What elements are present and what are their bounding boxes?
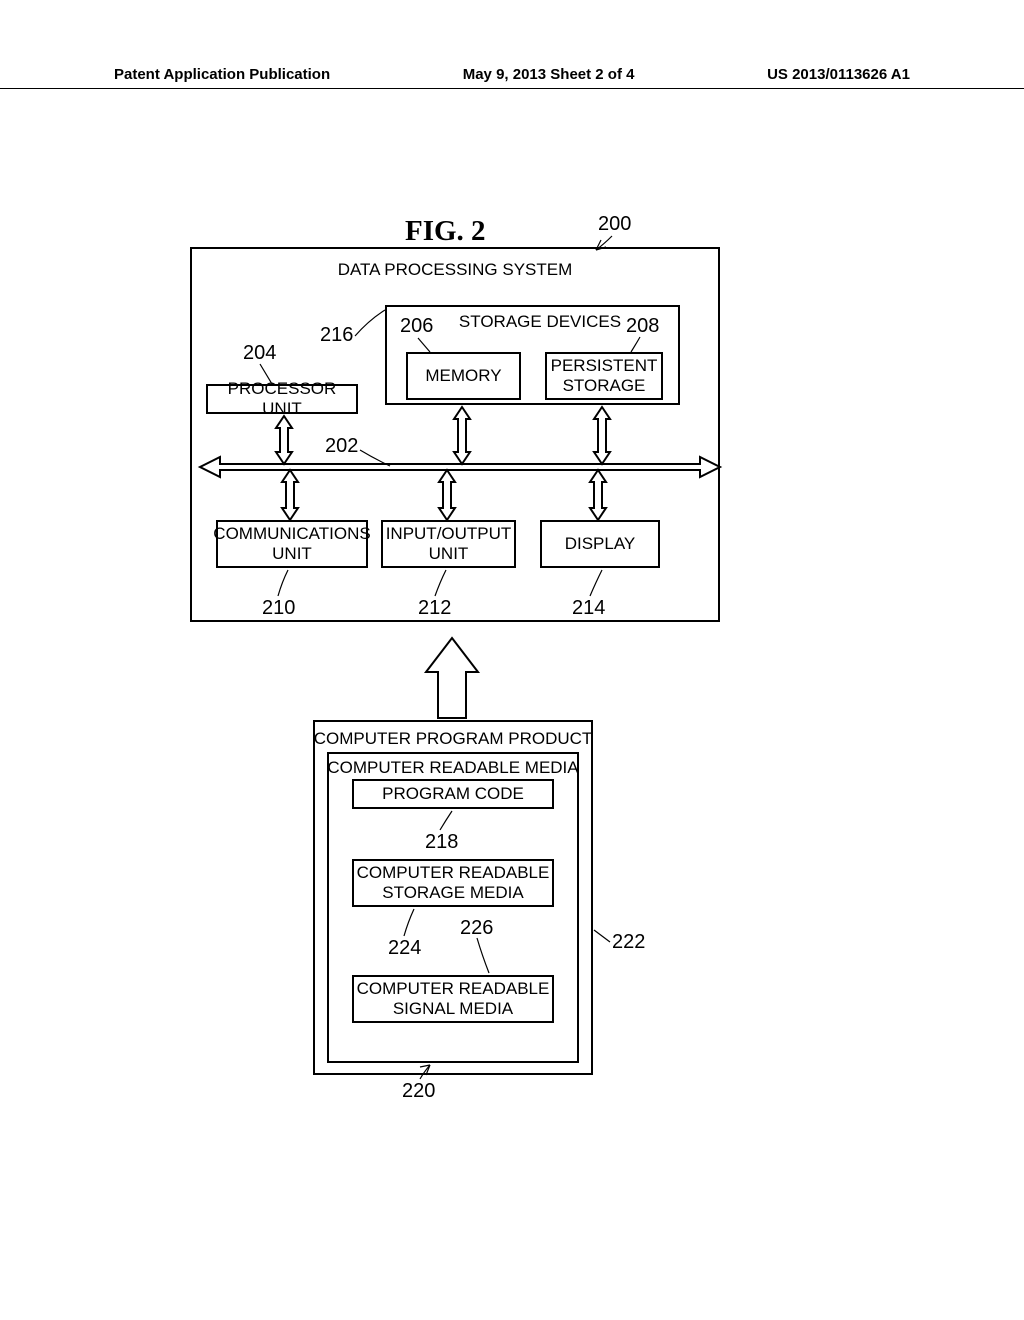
memory-box: MEMORY bbox=[406, 352, 521, 400]
ref-200: 200 bbox=[598, 213, 631, 236]
computer-program-product-title: COMPUTER PROGRAM PRODUCT bbox=[313, 729, 593, 749]
ref-220: 220 bbox=[402, 1080, 435, 1103]
ref-222: 222 bbox=[612, 931, 645, 954]
ref-204: 204 bbox=[243, 342, 276, 365]
leader-222 bbox=[594, 930, 610, 942]
ref-210: 210 bbox=[262, 597, 295, 620]
header-left: Patent Application Publication bbox=[110, 66, 334, 83]
program-code-box: PROGRAM CODE bbox=[352, 779, 554, 809]
io-unit-box: INPUT/OUTPUT UNIT bbox=[381, 520, 516, 568]
persistent-storage-box: PERSISTENT STORAGE bbox=[545, 352, 663, 400]
diagram-connectors bbox=[0, 0, 1024, 1320]
storage-devices-title: STORAGE DEVICES bbox=[430, 312, 650, 332]
ref-202: 202 bbox=[325, 435, 358, 458]
storage-media-box: COMPUTER READABLE STORAGE MEDIA bbox=[352, 859, 554, 907]
ref-206: 206 bbox=[400, 315, 433, 338]
signal-media-box: COMPUTER READABLE SIGNAL MEDIA bbox=[352, 975, 554, 1023]
ref-218: 218 bbox=[425, 831, 458, 854]
header-center: May 9, 2013 Sheet 2 of 4 bbox=[459, 66, 639, 83]
ref-214: 214 bbox=[572, 597, 605, 620]
ref-208: 208 bbox=[626, 315, 659, 338]
computer-readable-media-title: COMPUTER READABLE MEDIA bbox=[327, 758, 579, 778]
arrow-cpp-to-system bbox=[426, 638, 478, 718]
ref-226: 226 bbox=[460, 917, 493, 940]
header-right: US 2013/0113626 A1 bbox=[763, 66, 914, 83]
page-header: Patent Application Publication May 9, 20… bbox=[0, 88, 1024, 106]
communications-unit-box: COMMUNICATIONS UNIT bbox=[216, 520, 368, 568]
ref-216: 216 bbox=[320, 324, 353, 347]
data-processing-system-title: DATA PROCESSING SYSTEM bbox=[190, 260, 720, 280]
processor-unit-box: PROCESSOR UNIT bbox=[206, 384, 358, 414]
ref-212: 212 bbox=[418, 597, 451, 620]
ref-224: 224 bbox=[388, 937, 421, 960]
display-box: DISPLAY bbox=[540, 520, 660, 568]
figure-title: FIG. 2 bbox=[405, 215, 486, 248]
